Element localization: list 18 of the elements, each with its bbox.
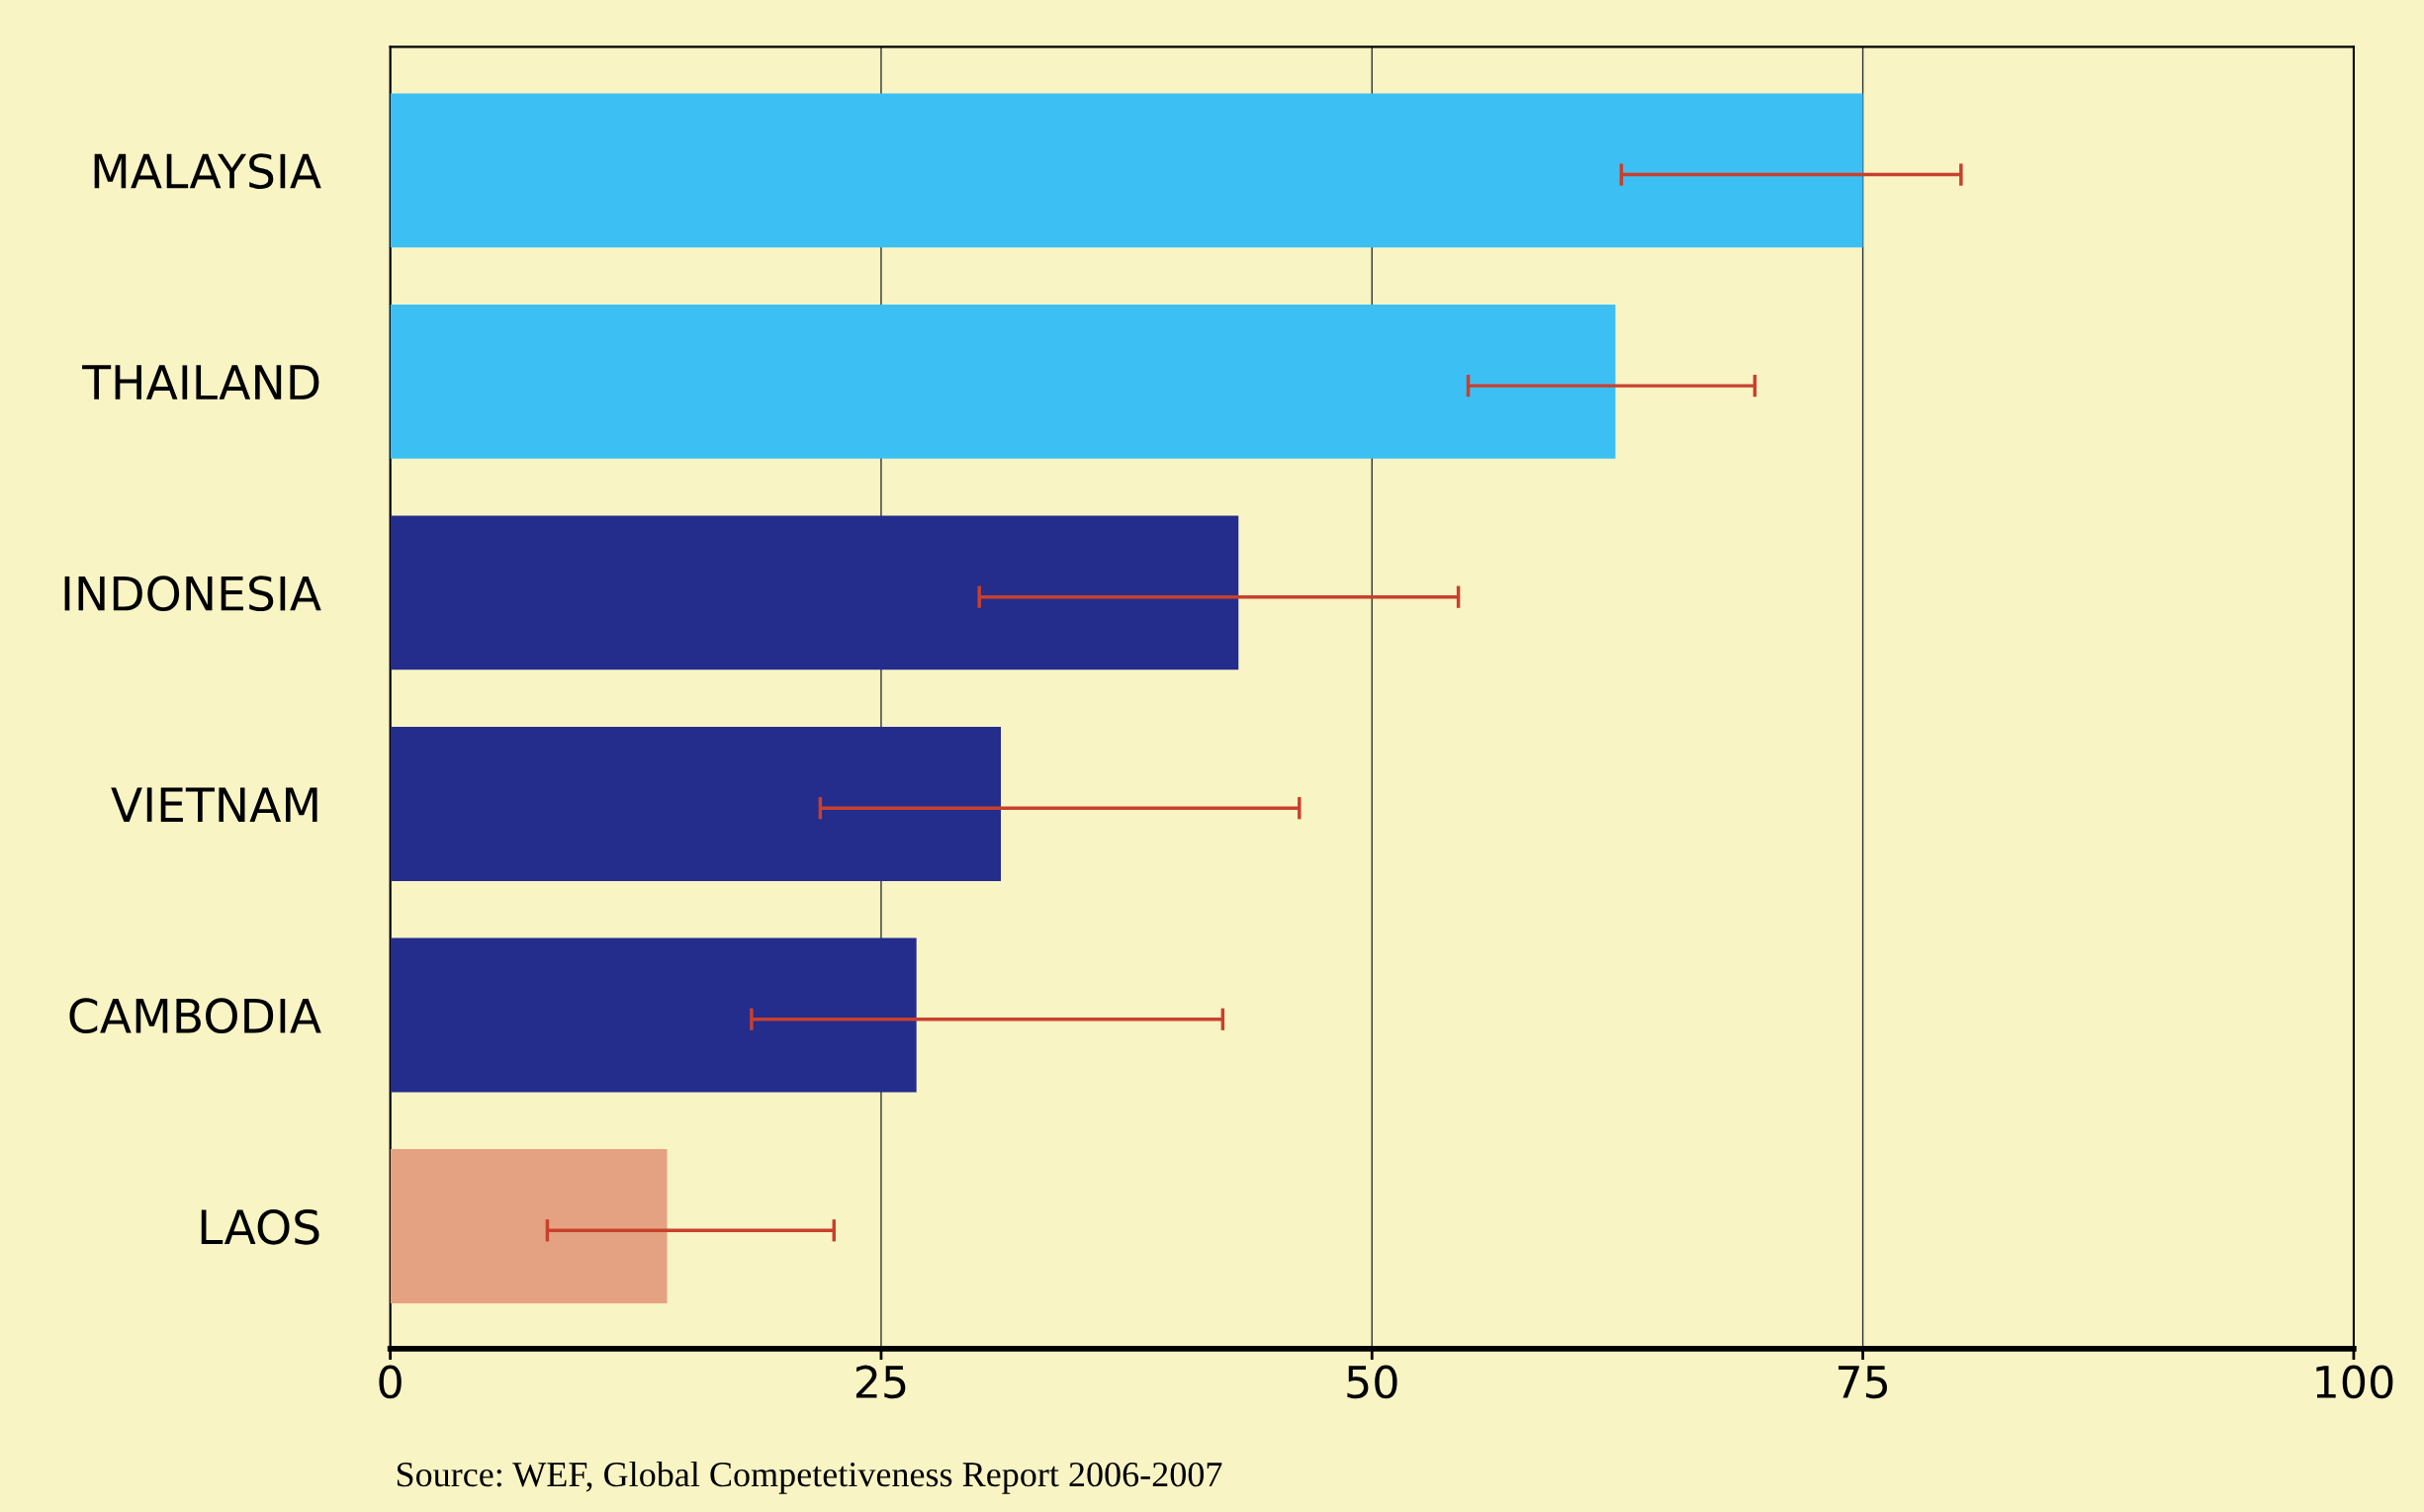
y-tick-label: CAMBODIA [69,998,321,1034]
x-tick-label: 25 [855,1365,906,1399]
y-tick-label: THAILAND [82,365,319,400]
x-tick-label: 100 [2316,1365,2393,1399]
bar [390,93,1863,248]
x-tick-label: 75 [1838,1366,1887,1399]
bar [390,515,1239,670]
x-tick-label: 0 [379,1365,402,1399]
bar [390,937,917,1093]
y-tick-label: MALAYSIA [94,153,321,189]
y-tick-label: LAOS [201,1208,319,1245]
x-tick-label: 50 [1347,1365,1397,1399]
source-note: Source: WEF, Global Competetiveness Report 2006-2007 [397,1461,1222,1494]
bar [390,727,1002,881]
y-tick-label: INDONESIA [64,576,321,612]
y-tick-label: VIETNAM [111,787,317,822]
bar [390,304,1616,459]
bar [390,1149,668,1303]
